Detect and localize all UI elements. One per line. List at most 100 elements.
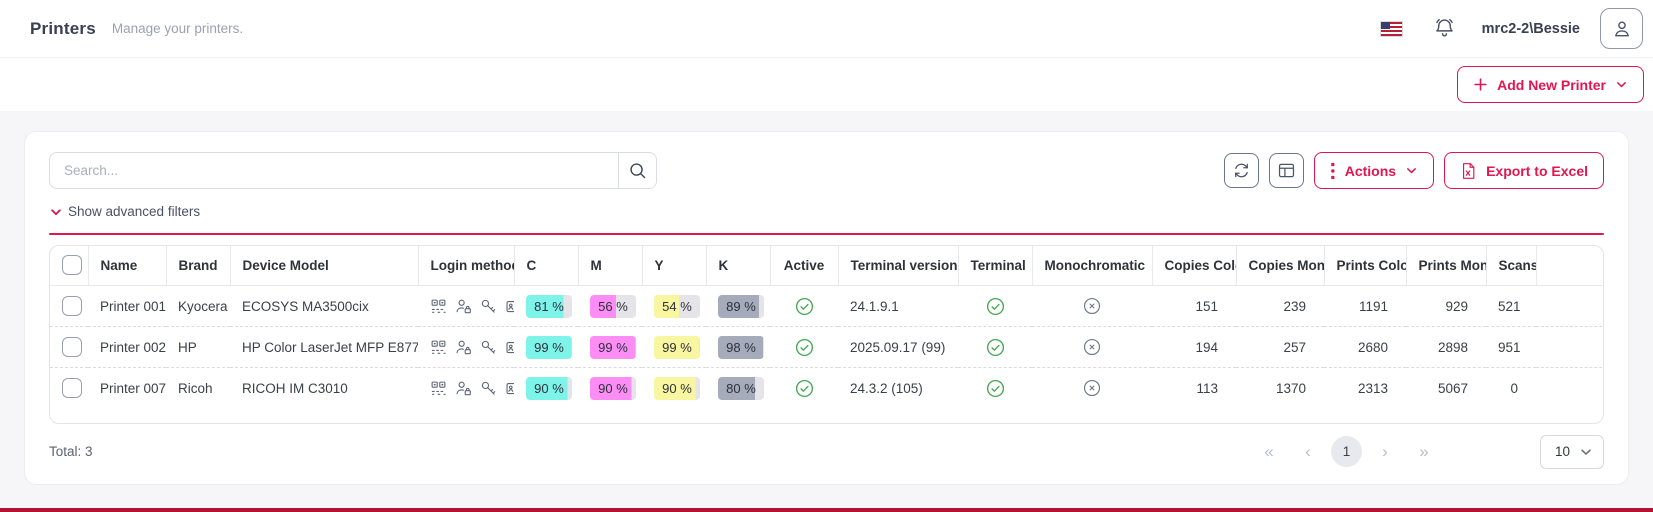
cell-name: Printer 001 [100,298,166,314]
c-toner-level-badge: 81 % [526,294,572,318]
column-header-terminal: Terminal [958,245,1033,286]
add-new-printer-button[interactable]: Add New Printer [1457,66,1644,103]
last-page-button[interactable]: » [1408,436,1440,468]
refresh-icon [1232,161,1251,180]
cell-terminal [958,286,1032,327]
active-check-icon [795,297,814,316]
toolbar-right: Actions Export to Excel [1223,152,1604,189]
cell-copies_color: 151 [1195,298,1218,314]
select-all-checkbox[interactable] [62,255,82,276]
user-lock-icon [455,380,472,397]
footer-right: « ‹ 1 › » 10 [1253,434,1604,469]
table-row: Printer 001 Kyocera ECOSYS MA3500cix 81 % 56… [50,286,1603,327]
actions-button[interactable]: Actions [1313,152,1435,189]
search-button[interactable] [618,153,656,188]
cell-monochromatic [1032,286,1152,327]
cell-active [770,367,838,409]
cell-login [418,326,514,368]
column-header-brand: Brand [166,245,231,286]
cell-copies_mono: 239 [1283,298,1306,314]
monochromatic-cross-icon [1083,297,1101,315]
cell-terminal_version: 2025.09.17 (99) [838,326,958,368]
refresh-button[interactable] [1223,153,1259,188]
pin-code-icon [430,298,447,315]
terminal-check-icon [986,338,1005,357]
column-header-scans: Scans [1486,245,1537,286]
cell-select [50,367,88,409]
chevron-down-icon [49,205,63,219]
cell-y: 99 % [642,326,706,368]
row-select-checkbox[interactable] [62,296,82,316]
cell-monochromatic [1032,367,1152,409]
row-select-checkbox[interactable] [62,378,82,399]
m-toner-level-badge: 56 % [590,294,636,318]
cell-c: 99 % [514,326,578,368]
page-size-select[interactable]: 10 [1540,434,1604,469]
cell-name: Printer 002 [88,326,166,368]
next-page-button[interactable]: › [1369,436,1401,468]
cell-login [418,286,514,327]
cell-login [418,367,514,409]
show-advanced-filters-link[interactable]: Show advanced filters [49,204,200,219]
column-header-login: Login methods [418,245,515,286]
page-title: Printers [30,18,96,38]
first-page-button[interactable]: « [1253,436,1285,468]
row-select-checkbox[interactable] [62,337,82,357]
cell-prints_color: 2313 [1324,367,1406,409]
cell-model: ECOSYS MA3500cix [242,298,369,314]
column-header-copies_color: Copies Color [1152,245,1237,286]
monochromatic-cross-icon [1083,338,1101,356]
red-divider [49,232,1604,235]
current-user-label: mrc2-2\Bessie [1481,20,1580,37]
cell-m: 99 % [578,326,642,368]
previous-page-button[interactable]: ‹ [1292,436,1324,468]
m-toner-level-badge: 90 % [590,376,636,400]
column-header-monochromatic: Monochromatic [1032,245,1153,286]
cell-monochromatic [1032,326,1152,368]
language-flag-us-icon[interactable] [1379,20,1403,37]
key-icon [480,339,497,356]
cell-spacer [1536,286,1603,327]
user-avatar-button[interactable] [1600,8,1643,49]
cell-y: 90 % [642,367,706,409]
current-page-button[interactable]: 1 [1331,436,1362,467]
column-header-model: Device Model [230,245,419,286]
cell-c: 81 % [514,286,578,327]
cell-terminal [958,367,1032,409]
plus-icon [1473,77,1488,92]
c-toner-level-badge: 99 % [526,335,572,359]
cell-select [50,286,88,327]
column-header-name: Name [88,245,167,286]
active-check-icon [795,338,814,357]
column-header-prints_mono: Prints Mono [1406,245,1487,286]
id-card-icon [505,339,514,356]
key-icon [480,380,497,397]
card-footer: Total: 3 « ‹ 1 › » 10 [49,434,1604,469]
search-input[interactable] [50,153,618,188]
cell-prints_color: 1191 [1358,298,1388,314]
pagination: « ‹ 1 › » [1253,436,1440,468]
card-toolbar: Actions Export to Excel [49,152,1604,189]
y-toner-level-badge: 99 % [654,335,700,359]
export-to-excel-button[interactable]: Export to Excel [1444,152,1604,189]
chevron-down-icon [1579,445,1593,459]
action-bar: Add New Printer [0,58,1653,111]
c-toner-level-badge: 90 % [526,376,572,400]
id-card-icon [505,298,514,315]
terminal-check-icon [986,297,1005,316]
key-icon [480,298,497,315]
notifications-bell-icon[interactable] [1433,17,1456,40]
k-toner-level-badge: 98 % [718,335,764,359]
column-header-prints_color: Prints Color [1324,245,1407,286]
cell-active [770,286,838,327]
column-header-m: M [578,245,643,286]
table-row: Printer 002 HP HP Color LaserJet MFP E8774… [50,326,1603,368]
export-to-excel-label: Export to Excel [1486,162,1588,179]
column-settings-button[interactable] [1268,153,1304,188]
column-header-k: K [706,245,771,286]
column-header-copies_mono: Copies Mono [1236,245,1325,286]
bottom-accent-strip [0,508,1653,512]
k-toner-level-badge: 80 % [718,376,764,400]
actions-label: Actions [1344,162,1397,179]
chevron-down-icon [1615,78,1628,91]
